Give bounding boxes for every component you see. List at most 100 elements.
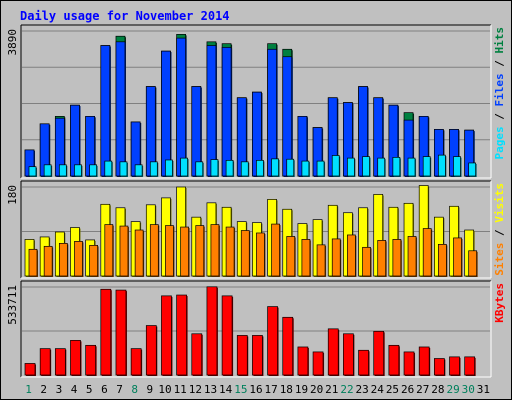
bar-sites-29 — [453, 237, 462, 277]
right-legend-part-0-2: Files — [493, 73, 506, 106]
bar-sites-17 — [271, 223, 280, 277]
bar-kbytes-7 — [115, 289, 127, 376]
bar-pages-4 — [74, 164, 82, 177]
x-tick-label-12: 12 — [189, 383, 202, 396]
bar-sites-13 — [210, 224, 220, 277]
right-legend-part-2-0: KBytes — [493, 283, 506, 323]
bar-pages-7 — [119, 161, 128, 177]
x-tick-label-19: 19 — [295, 383, 308, 396]
x-tick-label-23: 23 — [356, 383, 369, 396]
x-tick-label-9: 9 — [147, 383, 154, 396]
bar-files-7 — [115, 41, 126, 177]
bar-sites-22 — [347, 234, 356, 277]
x-tick-label-21: 21 — [325, 383, 338, 396]
bar-kbytes-6 — [100, 288, 112, 376]
right-legend-1: Sites / Visits — [493, 183, 506, 276]
x-tick-label-8: 8 — [131, 383, 138, 396]
bar-sites-15 — [240, 230, 250, 277]
bar-pages-15 — [240, 161, 249, 177]
bar-sites-9 — [149, 224, 159, 277]
x-tick-label-13: 13 — [204, 383, 217, 396]
bar-pages-14 — [225, 159, 234, 177]
bar-kbytes-8 — [130, 348, 142, 376]
bar-sites-12 — [195, 225, 205, 277]
bar-kbytes-30 — [464, 356, 476, 376]
x-tick-label-22: 22 — [340, 383, 353, 396]
bar-kbytes-13 — [206, 286, 218, 376]
right-legend-part-0-0: Pages — [493, 126, 506, 159]
x-tick-label-10: 10 — [158, 383, 171, 396]
bar-pages-6 — [104, 160, 113, 177]
bar-pages-18 — [286, 158, 295, 177]
bar-kbytes-10 — [161, 295, 172, 376]
bar-pages-11 — [180, 157, 188, 177]
bar-files-14 — [221, 47, 232, 177]
right-legend-part-0-4: Hits — [493, 27, 506, 54]
x-tick-label-24: 24 — [371, 383, 385, 396]
bar-kbytes-18 — [282, 316, 294, 376]
bar-kbytes-19 — [297, 346, 309, 376]
bar-sites-16 — [256, 232, 265, 277]
chart-title: Daily usage for November 2014 — [20, 9, 230, 23]
right-legend-part-0-3: / — [493, 54, 506, 74]
bar-sites-25 — [392, 239, 402, 277]
bar-pages-27 — [422, 156, 431, 177]
bar-sites-2 — [43, 245, 53, 277]
bar-pages-22 — [347, 157, 355, 177]
bar-sites-10 — [165, 225, 174, 277]
bar-pages-26 — [407, 157, 416, 177]
bar-pages-28 — [438, 154, 446, 177]
bar-kbytes-21 — [327, 328, 339, 376]
bar-kbytes-11 — [176, 294, 187, 376]
bar-kbytes-4 — [70, 340, 81, 376]
bar-pages-12 — [195, 161, 204, 177]
x-tick-label-31: 31 — [477, 383, 490, 396]
x-tick-label-6: 6 — [101, 383, 108, 396]
bar-pages-30 — [468, 162, 477, 177]
bar-sites-14 — [225, 226, 235, 277]
right-legend-part-0-1: / — [493, 107, 506, 127]
bar-files-10 — [161, 50, 171, 177]
bar-sites-18 — [286, 236, 296, 277]
bar-sites-24 — [377, 240, 387, 277]
x-tick-label-30: 30 — [462, 383, 475, 396]
bar-pages-10 — [165, 159, 173, 177]
bar-sites-7 — [119, 225, 129, 277]
bar-sites-27 — [422, 228, 432, 277]
bar-sites-19 — [301, 239, 311, 277]
bar-files-11 — [176, 37, 186, 177]
bar-pages-1 — [28, 166, 37, 177]
bar-kbytes-16 — [252, 335, 263, 376]
x-tick-label-28: 28 — [431, 383, 444, 396]
bar-pages-29 — [453, 156, 461, 177]
bar-sites-1 — [28, 248, 38, 277]
x-tick-label-3: 3 — [56, 383, 63, 396]
bar-files-6 — [100, 45, 111, 177]
x-tick-label-26: 26 — [401, 383, 414, 396]
x-tick-label-27: 27 — [416, 383, 429, 396]
bar-sites-5 — [89, 244, 98, 277]
bar-sites-6 — [104, 224, 114, 277]
x-tick-label-29: 29 — [446, 383, 459, 396]
bar-pages-24 — [377, 157, 386, 177]
right-legend-0: Pages / Files / Hits — [493, 27, 506, 160]
bar-kbytes-3 — [54, 348, 66, 376]
bar-kbytes-24 — [373, 330, 385, 376]
bar-kbytes-27 — [418, 346, 430, 376]
bar-pages-17 — [271, 158, 279, 177]
bar-kbytes-25 — [388, 344, 400, 376]
x-tick-label-25: 25 — [386, 383, 399, 396]
bar-kbytes-15 — [236, 335, 248, 376]
x-tick-label-11: 11 — [174, 383, 187, 396]
x-tick-label-7: 7 — [116, 383, 123, 396]
bar-kbytes-17 — [267, 306, 278, 376]
bar-kbytes-28 — [434, 358, 445, 376]
x-tick-label-18: 18 — [280, 383, 293, 396]
right-legend-part-1-0: Sites — [493, 243, 506, 276]
right-legend-2: KBytes — [493, 283, 506, 323]
x-tick-label-5: 5 — [86, 383, 93, 396]
bar-pages-23 — [362, 156, 370, 177]
bar-pages-13 — [210, 159, 219, 177]
